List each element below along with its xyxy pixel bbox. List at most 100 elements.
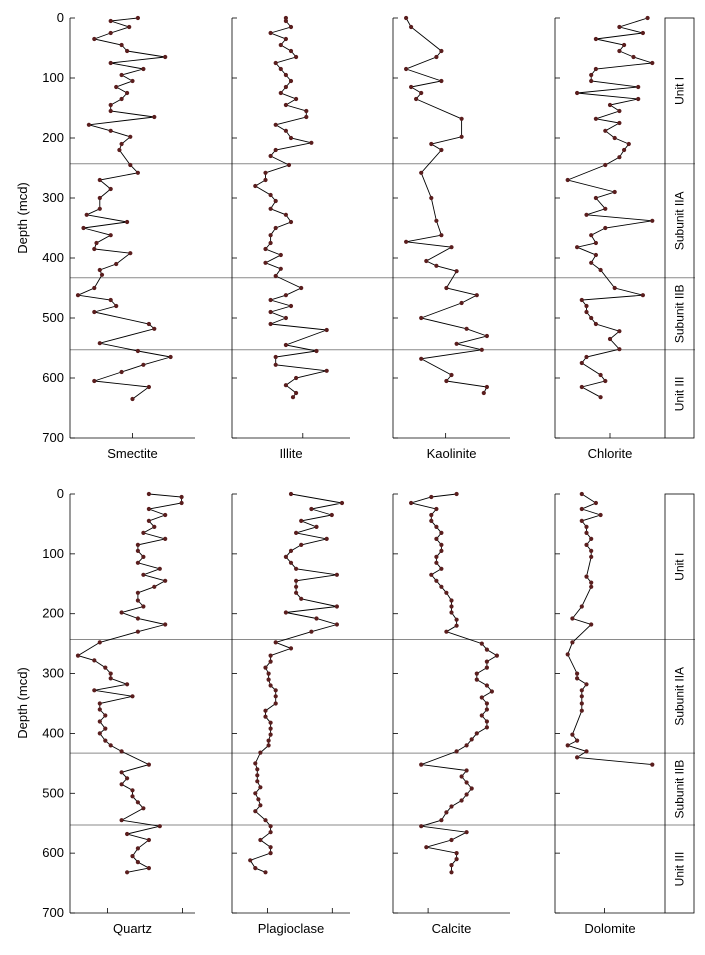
data-point (612, 285, 617, 291)
data-point (108, 676, 113, 681)
data-point (584, 530, 589, 536)
data-point (589, 536, 594, 542)
data-point (484, 719, 489, 724)
data-point (125, 219, 130, 225)
data-point (125, 776, 130, 781)
data-point (575, 738, 580, 743)
data-point (414, 96, 419, 102)
data-point (288, 548, 294, 554)
data-point (479, 641, 484, 646)
data-point (92, 378, 97, 384)
data-point (253, 866, 258, 871)
data-point (255, 773, 260, 778)
depth-tick-label: 500 (42, 310, 64, 325)
data-point (97, 701, 102, 706)
data-point (263, 714, 268, 719)
unit-label: Subunit IIA (673, 191, 687, 250)
data-point (268, 192, 273, 198)
data-point (130, 854, 135, 859)
data-point (589, 315, 594, 321)
data-point (589, 260, 594, 265)
data-point (283, 383, 288, 388)
data-point (631, 54, 636, 60)
mineral-panel-calcite: Calcite (392, 491, 510, 936)
data-point (617, 329, 622, 334)
data-point (579, 688, 584, 693)
data-point (570, 640, 575, 645)
data-point (86, 122, 91, 127)
data-point (253, 183, 258, 189)
data-point (163, 622, 168, 627)
data-point (575, 245, 580, 250)
data-point (584, 682, 589, 687)
data-point (108, 233, 113, 238)
mineral-panel-smectite: Smectite (69, 15, 195, 461)
data-point (454, 851, 459, 856)
data-point (283, 36, 288, 42)
data-point (119, 749, 124, 754)
depth-tick-label: 100 (42, 546, 64, 561)
data-point (434, 263, 439, 268)
data-point (449, 598, 454, 603)
data-point (108, 30, 113, 36)
data-point (258, 785, 263, 790)
data-point (114, 84, 119, 90)
data-point (288, 646, 294, 651)
data-point (579, 491, 584, 497)
depth-tick-label: 200 (42, 130, 64, 145)
data-point (268, 851, 273, 856)
data-point (449, 604, 454, 609)
data-point (439, 147, 444, 153)
data-point (434, 218, 439, 223)
data-point (135, 800, 140, 805)
data-point (593, 36, 599, 42)
unit-label-box (664, 17, 695, 439)
mineral-axis-label: Calcite (432, 921, 472, 936)
data-point (650, 60, 655, 66)
data-point (135, 15, 140, 21)
data-point (283, 610, 288, 615)
data-point (268, 830, 273, 835)
data-point (273, 362, 278, 367)
data-point (283, 102, 288, 108)
data-point (429, 518, 434, 524)
data-point (617, 24, 622, 30)
data-point (324, 536, 329, 542)
data-point (263, 818, 268, 823)
data-point (263, 177, 268, 183)
data-point (119, 96, 124, 102)
data-point (146, 762, 151, 767)
data-point (92, 246, 97, 252)
data-point (459, 798, 464, 803)
data-point (273, 122, 278, 127)
data-point (593, 240, 599, 246)
data-point (283, 72, 288, 78)
data-point (97, 719, 102, 724)
data-point (617, 108, 622, 114)
data-point (294, 566, 299, 571)
data-point (484, 701, 489, 706)
data-point (130, 794, 135, 799)
data-point (179, 494, 184, 500)
data-point (419, 315, 424, 321)
data-point (273, 694, 278, 699)
data-point (294, 54, 299, 60)
data-point (617, 155, 622, 160)
data-point (324, 368, 329, 373)
data-point (484, 647, 489, 652)
data-point (283, 293, 288, 298)
data-point (294, 584, 299, 589)
data-point (484, 707, 489, 712)
data-point (92, 688, 97, 693)
data-point (127, 24, 132, 30)
data-point (419, 762, 424, 767)
data-point (459, 774, 464, 779)
data-point (119, 72, 124, 78)
data-point (119, 610, 124, 615)
depth-tick-label: 100 (42, 70, 64, 85)
data-point (141, 554, 146, 560)
data-point (650, 762, 655, 767)
data-point (469, 786, 474, 791)
data-point (579, 518, 584, 524)
data-point (283, 84, 288, 90)
